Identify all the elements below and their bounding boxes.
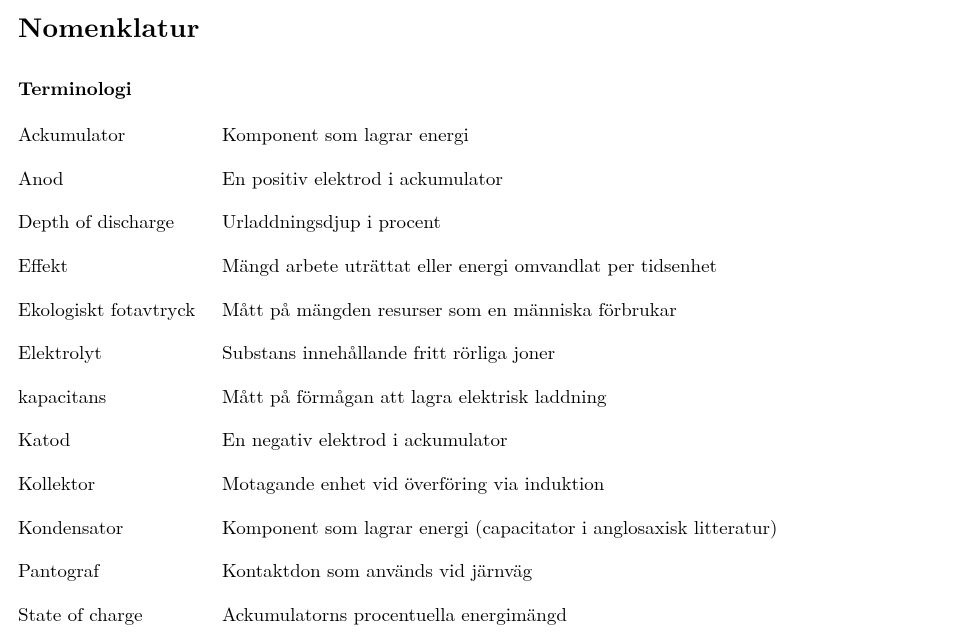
glossary-term: Ackumulator (18, 121, 222, 147)
glossary-term: Anod (18, 165, 222, 191)
glossary-definition: Urladdningsdjup i procent (222, 208, 942, 234)
glossary-term: State of charge (18, 601, 222, 627)
glossary-row: State of charge Ackumulatorns procentuel… (18, 601, 942, 627)
glossary-definition: Mängd arbete uträttat eller energi omvan… (222, 252, 942, 278)
page-title: Nomenklatur (18, 6, 942, 45)
glossary-definition: Ackumulatorns procentuella energimängd (222, 601, 942, 627)
glossary-term: Pantograf (18, 557, 222, 583)
glossary-definition: Komponent som lagrar energi (222, 121, 942, 147)
glossary-definition: Motagande enhet vid överföring via induk… (222, 470, 942, 496)
glossary-definition: Substans innehållande fritt rörliga jone… (222, 339, 942, 365)
glossary-row: Ackumulator Komponent som lagrar energi (18, 121, 942, 147)
glossary-term: Elektrolyt (18, 339, 222, 365)
glossary-term: Kollektor (18, 470, 222, 496)
glossary-row: Kondensator Komponent som lagrar energi … (18, 514, 942, 540)
glossary-term: Kondensator (18, 514, 222, 540)
glossary-definition: Komponent som lagrar energi (capacitator… (222, 514, 942, 540)
glossary-row: Katod En negativ elektrod i ackumulator (18, 426, 942, 452)
glossary-row: Elektrolyt Substans innehållande fritt r… (18, 339, 942, 365)
glossary-term: Katod (18, 426, 222, 452)
glossary-row: kapacitans Mått på förmågan att lagra el… (18, 383, 942, 409)
glossary-term: kapacitans (18, 383, 222, 409)
glossary-row: Effekt Mängd arbete uträttat eller energ… (18, 252, 942, 278)
glossary-definition: En positiv elektrod i ackumulator (222, 165, 942, 191)
page: Nomenklatur Terminologi Ackumulator Komp… (0, 0, 960, 627)
glossary-definition: Mått på förmågan att lagra elektrisk lad… (222, 383, 942, 409)
glossary-definition: Kontaktdon som används vid järnväg (222, 557, 942, 583)
glossary-definition: En negativ elektrod i ackumulator (222, 426, 942, 452)
section-subtitle: Terminologi (18, 73, 942, 101)
glossary-row: Depth of discharge Urladdningsdjup i pro… (18, 208, 942, 234)
glossary-definition: Mått på mängden resurser som en människa… (222, 296, 942, 322)
glossary-term: Ekologiskt fotavtryck (18, 296, 222, 322)
glossary-row: Anod En positiv elektrod i ackumulator (18, 165, 942, 191)
glossary-row: Ekologiskt fotavtryck Mått på mängden re… (18, 296, 942, 322)
glossary-row: Kollektor Motagande enhet vid överföring… (18, 470, 942, 496)
glossary-term: Effekt (18, 252, 222, 278)
glossary-term: Depth of discharge (18, 208, 222, 234)
glossary-row: Pantograf Kontaktdon som används vid jär… (18, 557, 942, 583)
